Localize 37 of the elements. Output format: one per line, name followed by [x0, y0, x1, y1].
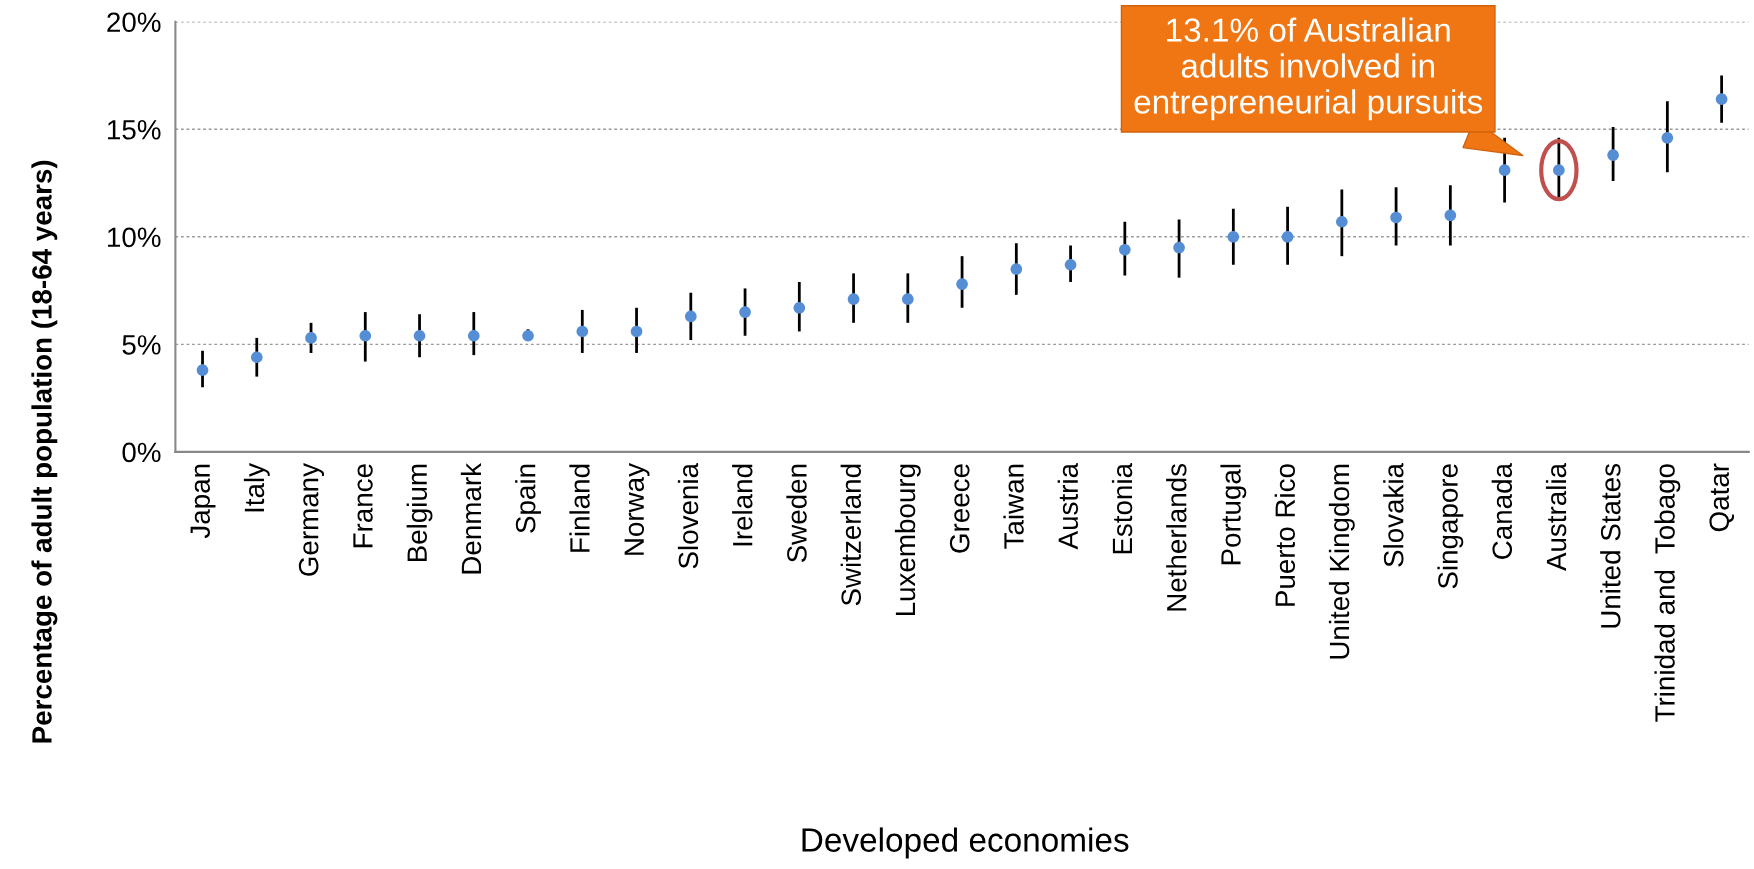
x-tick-label: Belgium: [406, 464, 433, 562]
x-tick-label: Estonia: [1111, 462, 1133, 554]
y-tick-label: 0%: [122, 442, 161, 463]
x-tick-label: Italy: [243, 463, 270, 512]
x-tick-label: Puerto Rico: [1274, 464, 1296, 606]
x-tick-label: Trinidad and Tobago: [1654, 464, 1681, 722]
x-tick-label: Australia: [1545, 462, 1567, 571]
x-tick-label: Austria: [1057, 462, 1079, 550]
x-tick-label: Canada: [1491, 462, 1513, 559]
x-tick-label: United Kingdom: [1328, 464, 1355, 659]
x-tick-label: Germany: [298, 463, 324, 576]
y-tick-label: 20%: [107, 12, 161, 33]
x-tick-label: France: [353, 464, 373, 548]
annotation: 13.1% of Australian adults involved in entrepreneurial pursuits: [1134, 17, 1483, 121]
x-tick-label: Slovenia: [677, 462, 699, 569]
x-tick-label: Norway: [624, 463, 650, 555]
x-tick-label: Taiwan: [1003, 464, 1024, 549]
x-tick-label: Denmark: [460, 462, 482, 574]
x-tick-label: Ireland: [732, 464, 753, 546]
y-tick-label: 10%: [108, 227, 161, 248]
y-tick-label: 15%: [108, 120, 161, 140]
x-tick-label: Japan: [190, 464, 216, 539]
y-tick-label: 5%: [122, 335, 161, 355]
x-axis-title: Developed economies: [802, 827, 1129, 859]
x-tick-label: Portugal: [1220, 464, 1247, 565]
x-tick-label: Singapore: [1437, 464, 1464, 589]
y-axis-title: Percentage of adult population (18-64 years): [31, 160, 58, 743]
x-tick-label: Sweden: [786, 464, 807, 563]
x-tick-label: Qatar: [1709, 463, 1735, 532]
x-tick-label: Spain: [515, 464, 541, 533]
x-tick-label: Luxembourg: [894, 464, 921, 616]
x-tick-label: Switzerland: [840, 464, 862, 606]
x-tick-label: Greece: [949, 464, 970, 553]
x-tick-label: Netherlands: [1166, 463, 1187, 611]
x-tick-label: Slovakia: [1383, 462, 1404, 567]
x-tick-label: Finland: [569, 464, 590, 552]
x-tick-label: United States: [1600, 463, 1621, 628]
